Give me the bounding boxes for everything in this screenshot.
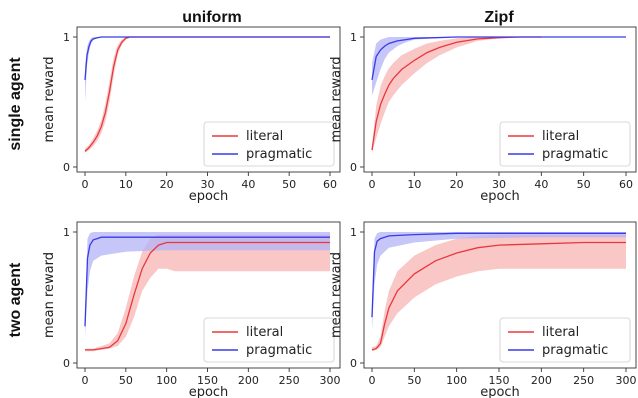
legend-label-literal: literal [246,129,283,144]
legend-label-literal: literal [542,325,579,340]
row-title-single-agent: single agent [7,57,24,151]
x-tick-label: 30 [492,178,506,191]
legend-label-pragmatic: pragmatic [542,343,608,358]
legend: literal pragmatic [499,121,631,167]
x-tick-label: 0 [82,178,89,191]
legend-label-pragmatic: pragmatic [542,147,608,162]
legend-label-pragmatic: pragmatic [246,343,312,358]
series-line-pragmatic [84,36,330,80]
legend-label-literal: literal [542,129,579,144]
y-tick-label: 1 [63,31,70,44]
series-line-literal [85,241,330,351]
x-tick-label: 50 [577,178,591,191]
legend: literal pragmatic [203,317,335,363]
plot-frame [76,26,341,173]
x-tick-label: 0 [369,178,376,191]
x-tick-label: 200 [531,374,552,387]
band-literal [85,234,330,352]
x-tick-label: 250 [573,374,594,387]
plot-frame [363,26,637,173]
x-tick-label: 0 [369,374,376,387]
x-tick-label: 50 [282,178,296,191]
column-title-uniform: uniform [182,9,242,26]
chart-panel-2: 0 10 20 30 40 50 60 0 1 epoch mean reward literal pr… [329,26,637,204]
x-tick-label: 60 [619,178,633,191]
legend-box [499,317,631,363]
x-tick-label: 150 [489,374,510,387]
y-axis-label: mean reward [42,56,57,142]
plot-frame [76,221,341,369]
column-title-zipf: Zipf [484,9,514,26]
x-tick-label: 300 [320,374,341,387]
legend-box [499,121,631,167]
band-pragmatic [372,232,626,331]
row-title-two-agent: two agent [7,262,24,337]
legend: literal pragmatic [499,317,631,363]
chart-panel-1: 0 10 20 30 40 50 60 0 1 epoch mean reward literal pr… [42,26,341,204]
legend: literal pragmatic [203,121,335,167]
y-tick-label: 1 [350,31,357,44]
band-literal [372,37,542,153]
x-tick-label: 50 [407,374,421,387]
x-tick-label: 10 [407,178,421,191]
x-tick-label: 250 [279,374,300,387]
y-tick-label: 1 [63,226,70,239]
x-axis-label: epoch [480,189,520,204]
x-axis-label: epoch [189,385,229,398]
x-axis-label: epoch [480,385,520,398]
x-tick-label: 20 [450,178,464,191]
band-pragmatic [85,37,330,102]
series-line-pragmatic [371,232,626,318]
series-line-pragmatic [84,236,330,327]
y-tick-label: 0 [350,161,357,174]
x-tick-label: 150 [197,374,218,387]
x-tick-label: 40 [241,178,255,191]
legend-box [203,317,335,363]
chart-panel-4: 0 50 100 150 200 250 300 0 1 epoch mean reward lite… [329,221,637,398]
y-tick-label: 0 [350,357,357,370]
x-tick-label: 50 [119,374,133,387]
x-tick-label: 60 [323,178,337,191]
x-tick-label: 300 [616,374,637,387]
plot-frame [363,221,637,369]
x-tick-label: 200 [238,374,259,387]
x-tick-label: 10 [119,178,133,191]
x-tick-label: 20 [160,178,174,191]
x-tick-label: 30 [201,178,215,191]
y-axis-label: mean reward [329,56,344,142]
series-line-pragmatic [371,36,626,81]
x-tick-label: 100 [446,374,467,387]
y-tick-label: 0 [63,161,70,174]
x-tick-label: 0 [82,374,89,387]
y-axis-label: mean reward [42,252,57,338]
y-tick-label: 1 [350,226,357,239]
legend-label-pragmatic: pragmatic [246,147,312,162]
band-literal [372,234,626,352]
legend-box [203,121,335,167]
x-tick-label: 100 [156,374,177,387]
x-axis-label: epoch [189,189,229,204]
series-line-literal [371,241,626,351]
series-line-literal [371,36,542,151]
y-tick-label: 0 [63,357,70,370]
band-pragmatic [372,37,626,96]
y-axis-label: mean reward [329,252,344,338]
x-tick-label: 40 [534,178,548,191]
legend-label-literal: literal [246,325,283,340]
